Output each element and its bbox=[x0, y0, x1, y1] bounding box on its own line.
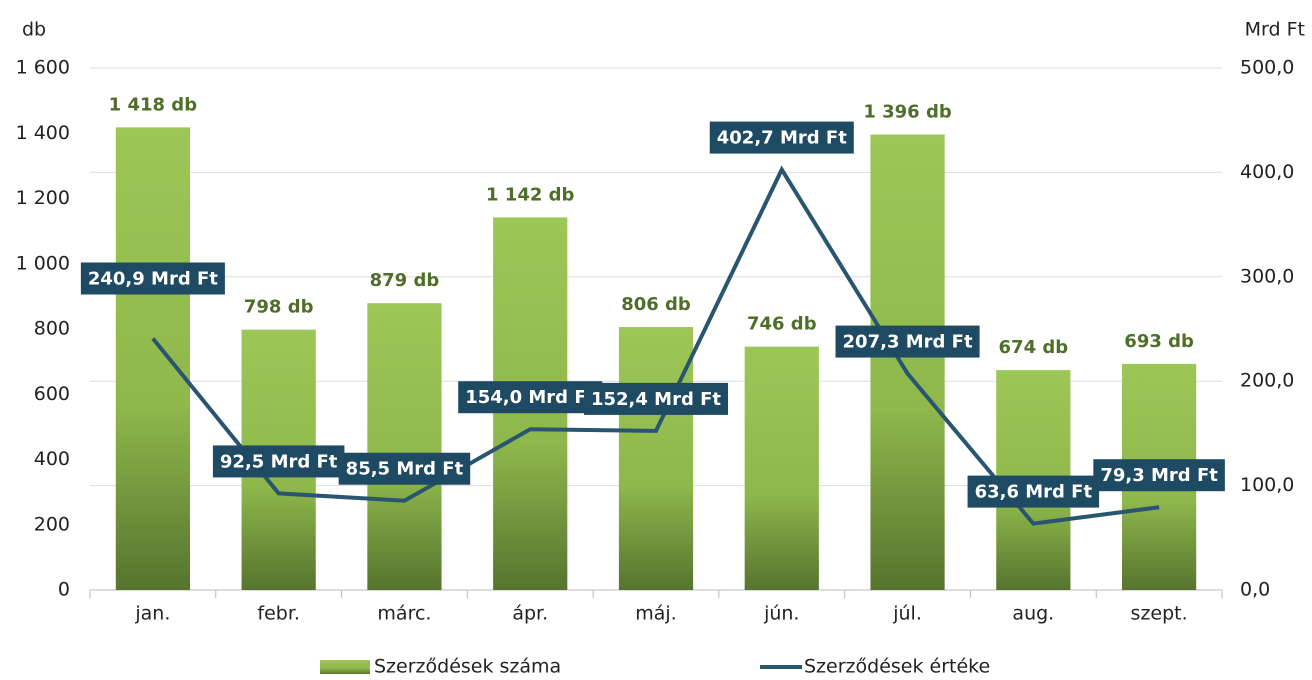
legend-swatch bbox=[320, 660, 370, 674]
x-tick-label: febr. bbox=[257, 603, 300, 625]
line-value-label: 207,3 Mrd Ft bbox=[835, 325, 980, 358]
bar-value-label: 1 418 db bbox=[109, 94, 198, 115]
line-value-label: 85,5 Mrd Ft bbox=[338, 452, 471, 485]
y2-tick-label: 400,0 bbox=[1240, 161, 1294, 183]
x-tick-label: jan. bbox=[134, 603, 170, 625]
line-value-label: 402,7 Mrd Ft bbox=[709, 121, 854, 154]
y2-tick-label: 300,0 bbox=[1240, 265, 1294, 287]
bar bbox=[618, 327, 694, 590]
bar bbox=[870, 134, 945, 590]
label-box bbox=[967, 475, 1100, 508]
y2-axis-label: Mrd Ft bbox=[1245, 19, 1305, 41]
x-tick-label: máj. bbox=[635, 603, 676, 625]
y2-tick-label: 500,0 bbox=[1240, 57, 1294, 79]
y-tick-label: 0 bbox=[58, 579, 70, 601]
y-tick-label: 1 200 bbox=[16, 187, 70, 209]
y-tick-label: 400 bbox=[34, 448, 70, 470]
label-box bbox=[1093, 459, 1225, 492]
x-tick-label: jún. bbox=[763, 603, 799, 625]
line-value-label: 63,6 Mrd Ft bbox=[967, 475, 1100, 508]
line-value-text: 207,3 Mrd Ft bbox=[843, 332, 973, 353]
y2-tick-label: 0,0 bbox=[1240, 579, 1270, 601]
x-tick-label: júl. bbox=[892, 603, 922, 625]
y-tick-label: 1 000 bbox=[16, 252, 70, 274]
bar-value-label: 1 142 db bbox=[486, 184, 575, 205]
x-tick-label: aug. bbox=[1012, 603, 1054, 625]
line-value-text: 152,4 Mrd Ft bbox=[591, 389, 721, 410]
y2-tick-label: 200,0 bbox=[1240, 370, 1294, 392]
y-tick-label: 200 bbox=[34, 513, 70, 535]
x-tick-label: ápr. bbox=[512, 603, 548, 625]
y-tick-label: 1 400 bbox=[16, 122, 70, 144]
bar bbox=[367, 303, 442, 590]
label-box bbox=[583, 382, 729, 415]
y-tick-label: 600 bbox=[34, 383, 70, 405]
legend-label: Szerződések száma bbox=[374, 656, 561, 678]
label-box bbox=[835, 325, 980, 358]
line-value-label: 152,4 Mrd Ft bbox=[583, 382, 729, 415]
line-value-label: 154,0 Mrd Ft bbox=[458, 381, 603, 414]
line-value-text: 79,3 Mrd Ft bbox=[1100, 465, 1218, 486]
line-value-text: 85,5 Mrd Ft bbox=[346, 459, 464, 480]
line bbox=[151, 165, 1160, 526]
legend-label: Szerződések értéke bbox=[804, 656, 990, 678]
y2-tick-label: 100,0 bbox=[1240, 474, 1294, 496]
bar-value-label: 746 db bbox=[747, 314, 817, 335]
line-value-label: 240,9 Mrd Ft bbox=[80, 262, 225, 295]
bar-value-label: 879 db bbox=[370, 270, 440, 291]
line-value-label: 79,3 Mrd Ft bbox=[1093, 459, 1225, 492]
bar bbox=[744, 346, 819, 590]
bar-value-label: 1 396 db bbox=[863, 102, 952, 123]
label-box bbox=[709, 121, 854, 154]
x-tick-label: márc. bbox=[377, 603, 431, 625]
line-value-text: 154,0 Mrd Ft bbox=[465, 387, 595, 408]
label-box bbox=[338, 452, 471, 485]
line-value-text: 92,5 Mrd Ft bbox=[220, 451, 338, 472]
label-box bbox=[458, 381, 603, 414]
bar bbox=[115, 127, 190, 590]
y-tick-label: 800 bbox=[34, 318, 70, 340]
y-tick-label: 1 600 bbox=[16, 57, 70, 79]
label-box bbox=[80, 262, 225, 295]
line-value-text: 240,9 Mrd Ft bbox=[88, 269, 218, 290]
bar-value-label: 693 db bbox=[1124, 331, 1194, 352]
bar-value-label: 806 db bbox=[621, 294, 691, 315]
line-value-text: 402,7 Mrd Ft bbox=[717, 128, 847, 149]
line-value-label: 92,5 Mrd Ft bbox=[212, 445, 345, 478]
bar-value-label: 674 db bbox=[999, 337, 1069, 358]
bar-value-label: 798 db bbox=[244, 297, 314, 318]
label-box bbox=[212, 445, 345, 478]
x-tick-label: szept. bbox=[1131, 603, 1188, 625]
y-axis-label: db bbox=[22, 19, 46, 41]
line-value-text: 63,6 Mrd Ft bbox=[975, 482, 1093, 503]
